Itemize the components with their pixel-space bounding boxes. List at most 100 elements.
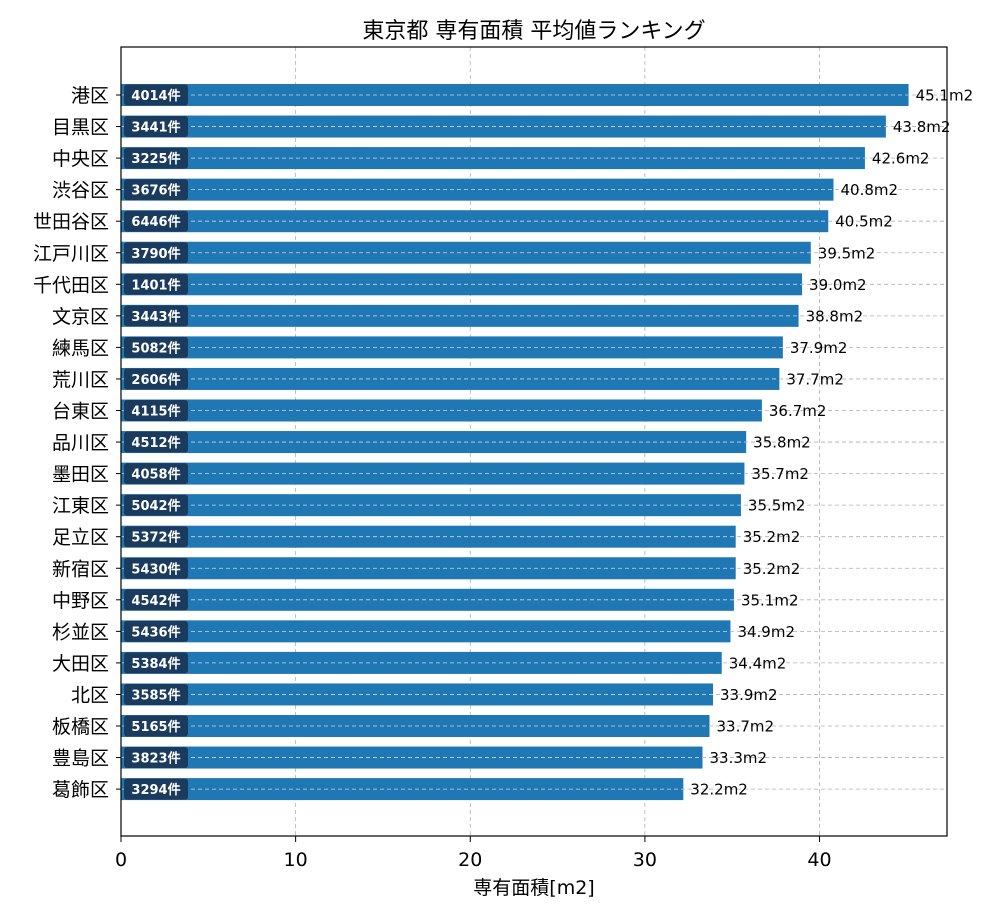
y-tick-label: 中野区 (52, 590, 109, 612)
y-tick-label: 渋谷区 (52, 180, 109, 202)
y-tick-label: 江戸川区 (33, 243, 109, 265)
count-label: 3443件 (131, 309, 180, 325)
count-badge (124, 273, 188, 295)
count-label: 3294件 (131, 782, 180, 798)
value-label: 35.5m2 (748, 497, 806, 515)
count-badge (124, 494, 188, 516)
bar (121, 273, 803, 296)
count-label: 4542件 (131, 593, 180, 609)
count-label: 5436件 (131, 624, 180, 640)
bar (121, 115, 886, 138)
count-label: 3676件 (131, 183, 180, 199)
value-label: 32.2m2 (690, 781, 748, 799)
bar (121, 178, 834, 201)
count-badge (124, 84, 188, 106)
count-label: 4115件 (131, 404, 180, 420)
y-tick-label: 葛飾区 (52, 779, 109, 801)
count-label: 3441件 (131, 120, 180, 136)
count-badge (124, 336, 188, 358)
count-label: 4058件 (131, 467, 180, 483)
value-label: 42.6m2 (872, 150, 930, 168)
value-label: 35.7m2 (751, 465, 809, 483)
count-badge (124, 620, 188, 642)
count-label: 1401件 (131, 277, 180, 293)
count-label: 4512件 (131, 435, 180, 451)
x-tick-label: 0 (115, 849, 127, 871)
x-tick-label: 20 (458, 849, 482, 871)
value-label: 36.7m2 (769, 402, 827, 420)
y-tick-label: 豊島区 (52, 748, 109, 770)
count-label: 6446件 (131, 214, 180, 230)
x-tick-label: 30 (633, 849, 657, 871)
y-tick-label: 中央区 (52, 148, 109, 170)
bar (121, 431, 747, 454)
bar (121, 399, 762, 422)
y-tick-label: 練馬区 (52, 337, 109, 359)
y-tick-label: 北区 (71, 684, 109, 706)
count-badge (124, 305, 188, 327)
y-tick-label: 港区 (71, 85, 109, 107)
value-label: 35.2m2 (743, 560, 801, 578)
value-label: 37.9m2 (790, 339, 848, 357)
value-label: 39.5m2 (818, 244, 876, 262)
value-label: 40.5m2 (835, 213, 893, 231)
count-badge (124, 368, 188, 390)
plot-frame (120, 46, 948, 837)
count-label: 5082件 (131, 340, 180, 356)
y-tick-label: 世田谷区 (33, 211, 109, 233)
value-label: 33.7m2 (717, 718, 775, 736)
x-tick-label: 40 (807, 849, 831, 871)
value-label: 43.8m2 (893, 118, 951, 136)
count-label: 3225件 (131, 151, 180, 167)
count-badge (124, 147, 188, 169)
count-badge (124, 431, 188, 453)
value-label: 33.3m2 (710, 749, 768, 767)
value-label: 34.9m2 (737, 623, 795, 641)
count-badge (124, 652, 188, 674)
value-label: 45.1m2 (916, 87, 974, 105)
count-badge (124, 463, 188, 485)
value-label: 39.0m2 (809, 276, 867, 294)
y-tick-label: 墨田区 (52, 464, 109, 486)
count-badge (124, 210, 188, 232)
y-tick-label: 台東区 (52, 401, 109, 423)
count-badge (124, 242, 188, 264)
count-badge (124, 179, 188, 201)
value-label: 33.9m2 (720, 686, 778, 704)
value-label: 37.7m2 (786, 370, 844, 388)
x-axis-label: 専有面積[m2] (473, 877, 594, 899)
count-label: 5430件 (131, 561, 180, 577)
y-tick-label: 江東区 (52, 495, 109, 517)
bar (121, 588, 734, 611)
y-tick-label: 足立区 (52, 527, 109, 549)
count-badge (124, 557, 188, 579)
y-tick-label: 板橋区 (52, 716, 109, 738)
count-label: 3790件 (131, 246, 180, 262)
bars (121, 84, 909, 801)
bar (121, 525, 736, 548)
y-tick-labels: 港区目黒区中央区渋谷区世田谷区江戸川区千代田区文京区練馬区荒川区台東区品川区墨田… (33, 85, 121, 801)
value-label: 34.4m2 (729, 654, 787, 672)
chart-title: 東京都 専有面積 平均値ランキング (362, 19, 705, 44)
count-label: 2606件 (131, 372, 180, 388)
y-tick-label: 品川区 (52, 432, 109, 454)
count-badge (124, 778, 188, 800)
count-badge (124, 589, 188, 611)
y-tick-label: 千代田区 (33, 274, 109, 296)
count-label: 5042件 (131, 498, 180, 514)
count-badge (124, 526, 188, 548)
y-tick-label: 新宿区 (52, 558, 109, 580)
count-label: 5372件 (131, 530, 180, 546)
y-tick-label: 大田区 (52, 653, 109, 675)
count-badge (124, 747, 188, 769)
value-label: 35.8m2 (753, 434, 811, 452)
count-badge (124, 715, 188, 737)
y-tick-label: 杉並区 (52, 621, 109, 643)
count-label: 5384件 (131, 656, 180, 672)
value-label: 35.2m2 (743, 528, 801, 546)
y-tick-label: 文京区 (52, 306, 109, 328)
y-tick-label: 荒川区 (52, 369, 109, 391)
y-tick-label: 目黒区 (52, 117, 109, 139)
x-tick-labels: 0 10 20 30 40 (115, 836, 832, 871)
